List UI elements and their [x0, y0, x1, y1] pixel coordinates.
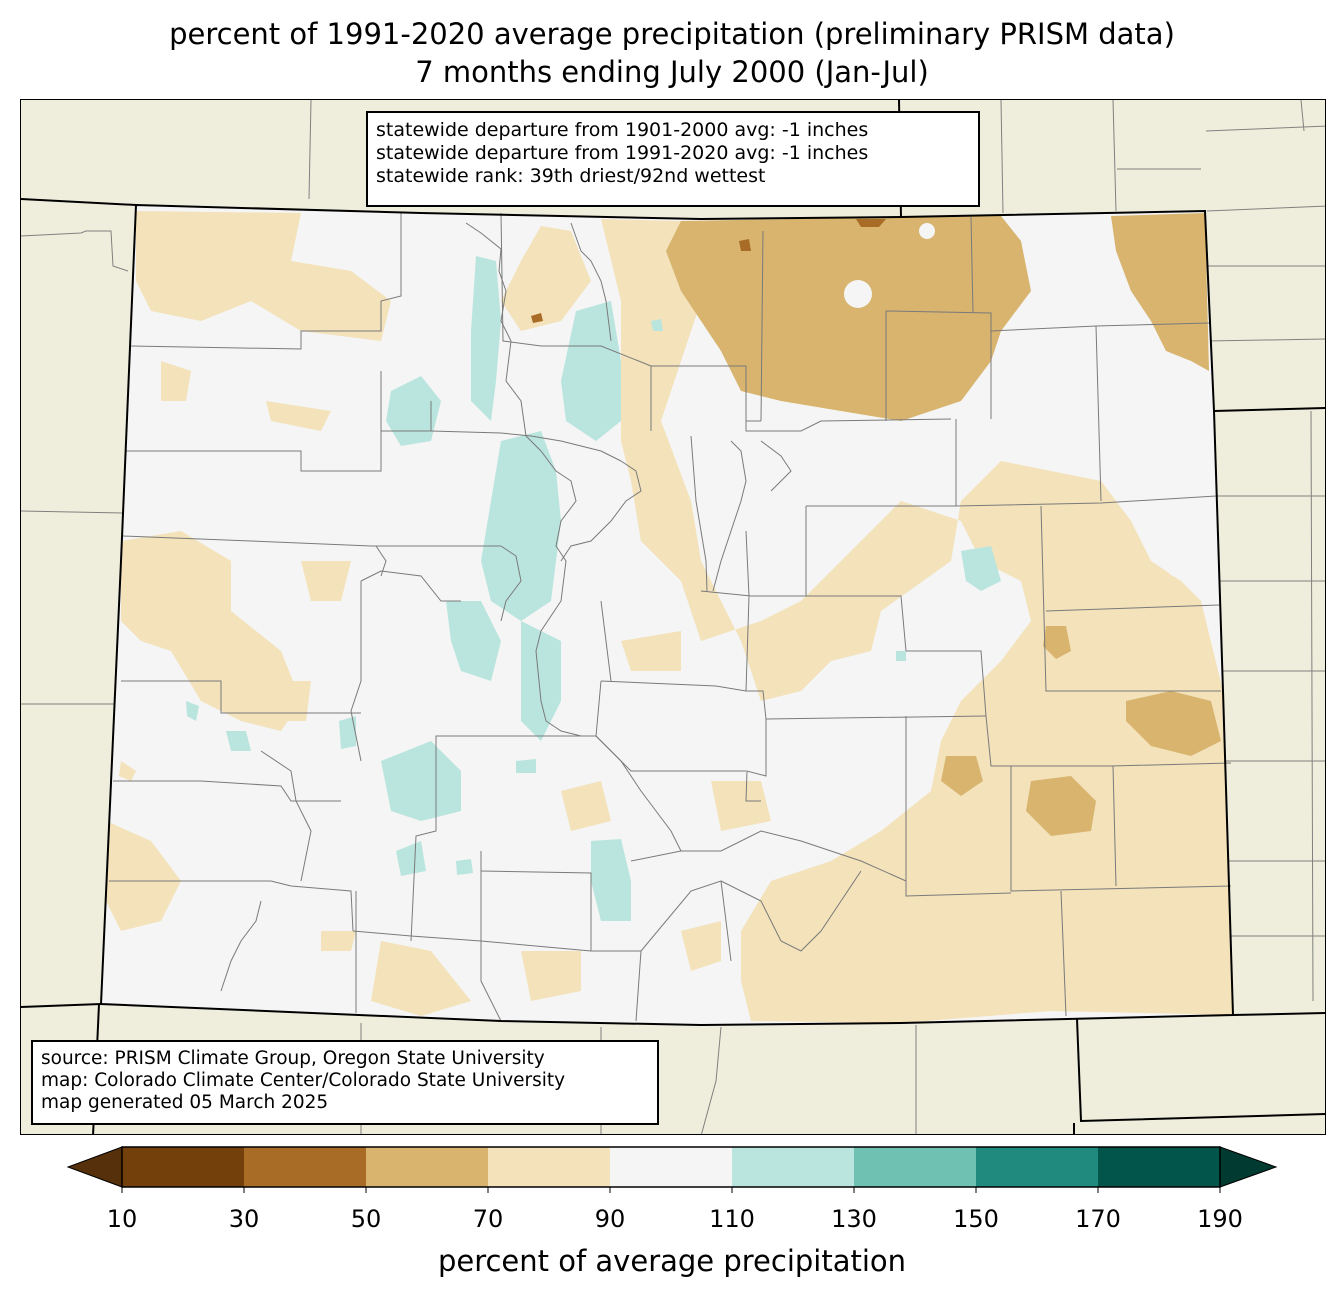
colorbar-segment [244, 1147, 366, 1187]
colorbar-tick-label: 130 [831, 1205, 877, 1233]
colorbar-tick-marks [121, 1187, 1221, 1193]
map-panel [20, 99, 1326, 1135]
colorbar-segment [122, 1147, 244, 1187]
colorbar-tick-label: 70 [472, 1205, 504, 1233]
credits-line-1: source: PRISM Climate Group, Oregon Stat… [41, 1048, 545, 1069]
colorbar-segment [488, 1147, 610, 1187]
map-title-line-1: percent of 1991-2020 average precipitati… [169, 17, 1175, 51]
colorbar-segment [854, 1147, 976, 1187]
river-county-lines [220, 222, 862, 992]
credits-line-2: map: Colorado Climate Center/Colorado St… [41, 1070, 566, 1091]
credits-box: source: PRISM Climate Group, Oregon Stat… [31, 1040, 659, 1125]
colorbar-tick-label: 10 [106, 1205, 138, 1233]
county-lines [109, 212, 1232, 1022]
neighbor-county-lines [21, 100, 1325, 1134]
band-110-130 [186, 256, 1001, 921]
colorbar-tick-label: 190 [1197, 1205, 1243, 1233]
colorbar-extend-over [1219, 1146, 1278, 1188]
colorbar-segment [610, 1147, 732, 1187]
colorbar [66, 1146, 1278, 1193]
stats-line-3: statewide rank: 39th driest/92nd wettest [376, 165, 766, 187]
colorbar-segment [732, 1147, 854, 1187]
near-normal-spots [844, 223, 1187, 577]
colorbar-frame [121, 1146, 1221, 1188]
colorbar-label: percent of average precipitation [437, 1244, 907, 1278]
colorbar-tick-label: 50 [350, 1205, 382, 1233]
stats-line-2: statewide departure from 1991-2020 avg: … [376, 142, 869, 164]
map-svg [21, 100, 1325, 1134]
colorado-border [99, 203, 1235, 1027]
colorbar-tick-label: 150 [953, 1205, 999, 1233]
map-title-line-2: 7 months ending July 2000 (Jan-Jul) [415, 55, 929, 89]
colorbar-segments [66, 1146, 1278, 1188]
colorbar-tick-label: 170 [1075, 1205, 1121, 1233]
colorbar-segment [976, 1147, 1098, 1187]
credits-line-3: map generated 05 March 2025 [41, 1092, 329, 1113]
colorbar-tick-label: 30 [228, 1205, 260, 1233]
colorbar-extend-under [66, 1146, 123, 1188]
statewide-stats-box: statewide departure from 1901-2000 avg: … [366, 111, 980, 207]
colorbar-tick-label: 90 [594, 1205, 626, 1233]
colorbar-tick-label: 110 [709, 1205, 755, 1233]
colorbar-segment [1098, 1147, 1220, 1187]
band-30-50 [531, 219, 886, 323]
stats-line-1: statewide departure from 1901-2000 avg: … [376, 119, 869, 141]
precip-anomaly-fields [106, 211, 1233, 1023]
band-50-70 [666, 213, 1221, 836]
colorbar-segment [366, 1147, 488, 1187]
